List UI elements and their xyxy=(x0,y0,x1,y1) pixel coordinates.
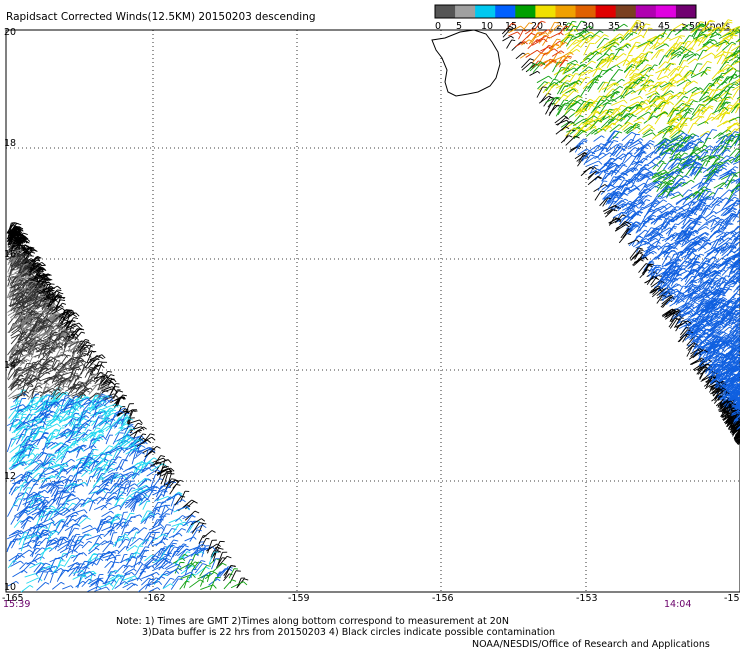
legend-swatch xyxy=(595,5,617,18)
lon-label: -159 xyxy=(288,593,310,604)
lat-label: 18 xyxy=(4,138,16,149)
legend-swatch xyxy=(635,5,657,18)
legend-label: 5 xyxy=(456,21,462,32)
island-outline xyxy=(431,29,501,97)
note-line-2: 3)Data buffer is 22 hrs from 20150203 4)… xyxy=(142,627,555,638)
legend-label: 45 xyxy=(658,21,670,32)
legend-swatch xyxy=(455,5,476,18)
legend-swatch xyxy=(615,5,637,18)
time-right: 14:04 xyxy=(664,599,691,610)
latitude-labels: 20 18 16 14 12 10 xyxy=(4,27,16,593)
lon-label: -156 xyxy=(432,593,454,604)
note-line-3: NOAA/NESDIS/Office of Research and Appli… xyxy=(472,639,710,650)
lon-label: -150 xyxy=(724,593,740,604)
legend-swatch xyxy=(675,5,697,18)
note-line-1: Note: 1) Times are GMT 2)Times along bot… xyxy=(116,616,509,627)
legend-swatch xyxy=(555,5,577,18)
lon-label: -162 xyxy=(144,593,166,604)
legend-swatch xyxy=(475,5,496,18)
lat-label: 16 xyxy=(4,249,16,260)
wind-barbs xyxy=(6,19,740,593)
legend-swatch xyxy=(435,5,456,18)
plot-frame xyxy=(5,29,740,593)
legend-swatch xyxy=(515,5,536,18)
lon-label: -165 xyxy=(2,593,24,604)
map-title: Rapidsact Corrected Winds(12.5KM) 201502… xyxy=(6,11,316,23)
legend-label: 10 xyxy=(481,21,493,32)
longitude-labels: -165 -162 -159 -156 -153 -150 xyxy=(2,593,740,604)
lat-label: 10 xyxy=(4,582,16,593)
time-left: 15:39 xyxy=(3,599,30,610)
legend-label: 40 xyxy=(633,21,645,32)
lat-label: 12 xyxy=(4,471,16,482)
lat-label: 14 xyxy=(4,360,16,371)
legend-swatch xyxy=(575,5,597,18)
legend-swatch xyxy=(495,5,516,18)
gridlines xyxy=(6,30,740,592)
lon-label: -153 xyxy=(576,593,598,604)
legend-swatch xyxy=(655,5,677,18)
legend-label: 0 xyxy=(435,21,441,32)
legend-label: 35 xyxy=(608,21,620,32)
lat-label: 20 xyxy=(4,27,16,38)
legend-swatch xyxy=(535,5,556,18)
